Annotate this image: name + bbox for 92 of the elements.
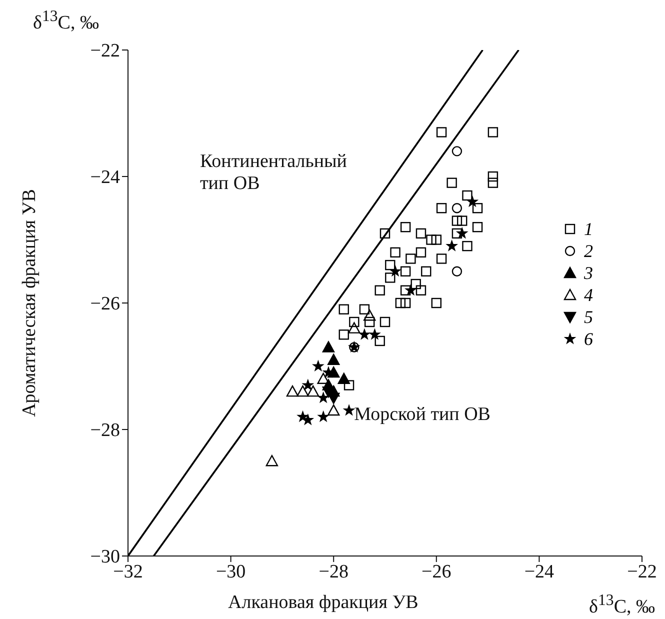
point bbox=[426, 234, 436, 245]
point bbox=[400, 285, 411, 296]
point bbox=[395, 298, 406, 308]
y-tick-label: −30 bbox=[90, 546, 120, 568]
point bbox=[364, 316, 375, 328]
point bbox=[416, 285, 426, 296]
text: δ$^{13}$C, ‰ bbox=[33, 8, 99, 34]
point bbox=[286, 385, 299, 397]
annotation: Морской тип ОВ bbox=[354, 404, 490, 426]
point bbox=[436, 127, 447, 138]
point bbox=[446, 178, 457, 188]
point bbox=[456, 228, 468, 238]
point bbox=[374, 285, 385, 296]
y-axis-title: Ароматическая фракция УВ bbox=[19, 189, 41, 417]
point bbox=[328, 404, 340, 416]
x-tick-label: −26 bbox=[422, 561, 452, 582]
point bbox=[462, 240, 472, 252]
point bbox=[338, 372, 350, 384]
legend-label: 3 bbox=[584, 262, 593, 284]
point bbox=[421, 266, 432, 276]
point bbox=[374, 336, 385, 346]
point bbox=[338, 330, 349, 340]
point bbox=[390, 266, 401, 276]
point bbox=[400, 222, 411, 232]
x-axis-title: Алкановая фракция УВ bbox=[228, 592, 418, 614]
point bbox=[452, 146, 462, 156]
point bbox=[318, 392, 329, 402]
point bbox=[405, 284, 416, 295]
point bbox=[349, 316, 360, 328]
point bbox=[452, 203, 462, 214]
point bbox=[369, 329, 380, 340]
point bbox=[266, 455, 278, 466]
point bbox=[380, 228, 390, 239]
point bbox=[385, 260, 396, 270]
point bbox=[348, 322, 360, 334]
point bbox=[344, 405, 354, 416]
point bbox=[359, 329, 370, 340]
point bbox=[452, 266, 462, 276]
point bbox=[472, 203, 483, 214]
x-tick-label: −30 bbox=[216, 561, 246, 582]
x-tick-label: −24 bbox=[524, 561, 555, 582]
point bbox=[488, 178, 498, 188]
point bbox=[462, 190, 472, 201]
point bbox=[400, 266, 411, 276]
point bbox=[380, 316, 390, 328]
point bbox=[436, 254, 447, 264]
point bbox=[488, 127, 498, 138]
point bbox=[390, 247, 400, 258]
text: δ$^{13}$C, ‰ bbox=[589, 592, 655, 618]
point bbox=[385, 272, 396, 283]
point bbox=[328, 392, 340, 404]
point bbox=[410, 278, 421, 290]
y-tick-label: −22 bbox=[90, 40, 120, 62]
point bbox=[472, 222, 483, 232]
point bbox=[416, 247, 426, 258]
legend-label: 1 bbox=[584, 218, 593, 240]
y-tick-label: −28 bbox=[90, 420, 120, 442]
y-tick-label: −24 bbox=[90, 167, 120, 188]
point bbox=[317, 372, 330, 384]
annotation: Континентальный тип ОВ bbox=[200, 151, 347, 195]
point bbox=[406, 254, 416, 264]
point bbox=[488, 171, 498, 182]
point bbox=[416, 228, 426, 239]
point bbox=[431, 298, 442, 308]
point bbox=[302, 380, 314, 390]
point bbox=[318, 411, 329, 422]
point bbox=[452, 216, 462, 226]
point bbox=[363, 310, 376, 321]
point bbox=[431, 234, 442, 245]
point bbox=[312, 360, 324, 371]
point bbox=[328, 354, 340, 366]
legend-label: 5 bbox=[584, 306, 593, 328]
point bbox=[457, 216, 468, 226]
point bbox=[400, 298, 411, 308]
point bbox=[296, 385, 309, 397]
point bbox=[302, 414, 314, 425]
legend-label: 6 bbox=[584, 328, 593, 350]
point bbox=[338, 304, 349, 314]
point bbox=[452, 228, 462, 239]
legend-label: 4 bbox=[584, 284, 593, 306]
point bbox=[359, 304, 370, 314]
point bbox=[344, 380, 354, 390]
point bbox=[323, 367, 334, 378]
legend-label: 2 bbox=[584, 240, 593, 262]
point bbox=[436, 203, 447, 214]
x-tick-label: −28 bbox=[318, 561, 348, 582]
x-tick-label: −22 bbox=[627, 561, 657, 582]
y-tick-label: −26 bbox=[90, 294, 120, 315]
point bbox=[467, 196, 478, 206]
point bbox=[322, 341, 335, 352]
point bbox=[306, 385, 320, 397]
point bbox=[446, 240, 458, 251]
